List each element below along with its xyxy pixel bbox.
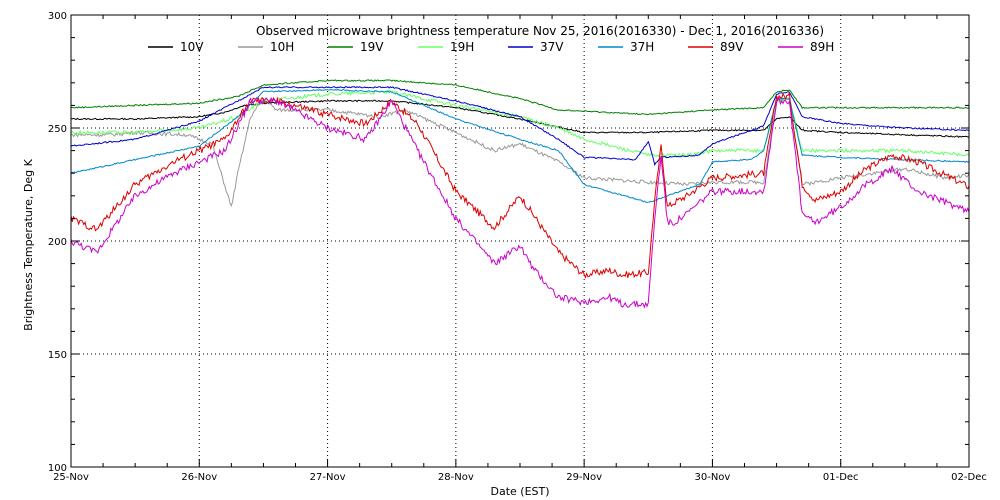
x-tick-label: 02-Dec	[951, 472, 987, 483]
x-tick-label: 27-Nov	[310, 472, 346, 483]
tick-labels: 100 150 200 250 300 25-Nov 26-Nov 27-Nov 28-Nov 2…	[48, 11, 987, 483]
chart-title: Observed microwave brightness temperatur…	[256, 24, 824, 38]
x-tick-label: 29-Nov	[566, 472, 602, 483]
x-tick-label: 28-Nov	[438, 472, 474, 483]
legend-label-37v: 37V	[540, 40, 564, 54]
y-tick-label: 300	[48, 11, 67, 22]
y-tick-label: 150	[48, 350, 67, 361]
grid-lines	[71, 15, 969, 467]
x-tick-label: 25-Nov	[53, 472, 89, 483]
series-line-19v	[70, 79, 970, 116]
x-axis-title: Date (EST)	[490, 485, 549, 498]
y-tick-label: 200	[48, 237, 67, 248]
series-line-10v	[70, 99, 970, 139]
x-tick-label: 01-Dec	[823, 472, 859, 483]
axis-ticks	[70, 14, 970, 468]
legend-label-10h: 10H	[270, 40, 294, 54]
series-line-89h	[70, 96, 970, 309]
series-line-19h	[70, 89, 970, 158]
legend-label-19h: 19H	[450, 40, 474, 54]
legend-label-19v: 19V	[360, 40, 384, 54]
series-line-89v	[70, 91, 970, 279]
series-line-10h	[70, 96, 970, 207]
x-tick-label: 26-Nov	[181, 472, 217, 483]
legend-label-37h: 37H	[630, 40, 654, 54]
y-tick-label: 250	[48, 124, 67, 135]
series-lines	[70, 79, 970, 309]
legend-label-89v: 89V	[720, 40, 744, 54]
legend-label-89h: 89H	[810, 40, 834, 54]
legend: 10V 10H 19V 19H 37V 37H 89V 89H	[148, 40, 834, 54]
y-tick-label: 100	[48, 463, 67, 474]
legend-label-10v: 10V	[180, 40, 204, 54]
series-line-37v	[70, 86, 970, 167]
x-tick-label: 30-Nov	[694, 472, 730, 483]
y-axis-title: Brightness Temperature, Deg K	[22, 158, 35, 330]
series-line-37h	[70, 88, 970, 204]
